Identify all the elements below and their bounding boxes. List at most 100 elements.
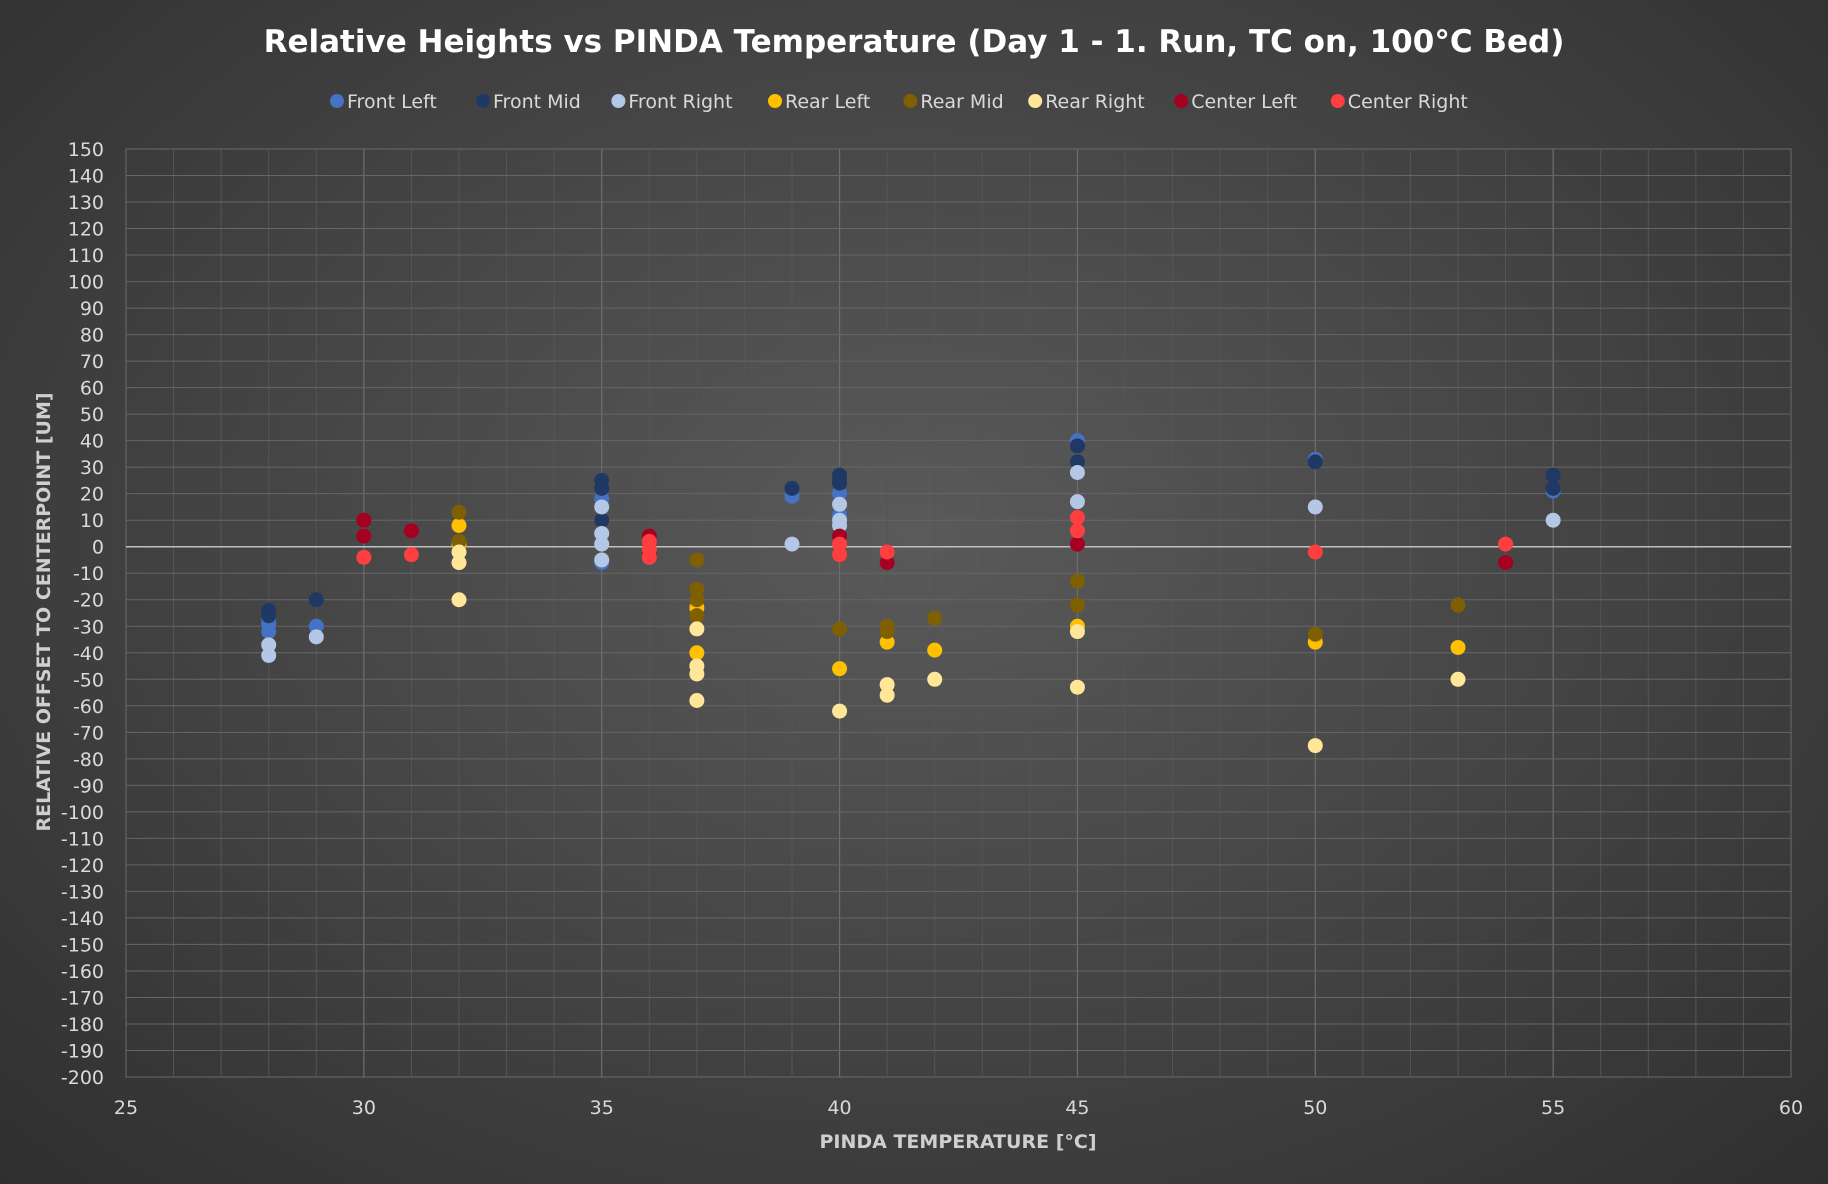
data-point xyxy=(1069,523,1085,539)
data-point xyxy=(1498,536,1514,552)
legend-marker xyxy=(768,94,782,108)
y-tick-label: 0 xyxy=(92,537,104,559)
y-tick-label: 90 xyxy=(80,298,104,320)
data-point xyxy=(832,621,848,637)
legend-marker xyxy=(1174,94,1189,108)
data-point xyxy=(1545,512,1561,528)
data-point xyxy=(1069,597,1085,613)
data-point xyxy=(1069,573,1085,589)
x-tick-label: 55 xyxy=(1541,1097,1565,1119)
data-point xyxy=(927,642,943,658)
data-point xyxy=(1307,499,1323,515)
minor-gridlines xyxy=(173,149,1744,1077)
data-point xyxy=(832,475,848,491)
data-point xyxy=(832,496,848,512)
y-tick-label: -150 xyxy=(61,934,104,956)
data-point xyxy=(832,661,848,677)
legend-item: Front Mid xyxy=(476,91,581,113)
x-tick-label: 50 xyxy=(1303,1097,1327,1119)
y-tick-label: -40 xyxy=(73,643,104,665)
x-tick-label: 25 xyxy=(114,1097,138,1119)
x-axis-label: PINDA TEMPERATURE [°C] xyxy=(819,1131,1096,1153)
legend-marker xyxy=(330,94,344,108)
y-tick-label: 120 xyxy=(68,219,104,241)
y-tick-label: 110 xyxy=(68,245,104,267)
legend-label: Rear Right xyxy=(1045,91,1145,113)
y-tick-label: -100 xyxy=(61,802,104,824)
legend-label: Front Left xyxy=(347,91,437,113)
data-point xyxy=(689,581,705,597)
data-point xyxy=(879,677,895,693)
chart-title: Relative Heights vs PINDA Temperature (D… xyxy=(264,24,1565,60)
y-tick-label: -120 xyxy=(61,855,104,877)
legend-marker xyxy=(1330,94,1345,108)
data-point xyxy=(308,629,324,645)
data-point xyxy=(403,523,419,539)
data-point xyxy=(261,608,277,624)
data-point xyxy=(784,480,800,496)
data-points xyxy=(261,433,1561,754)
x-tick-label: 40 xyxy=(827,1097,851,1119)
legend-item: Rear Left xyxy=(768,91,870,113)
data-point xyxy=(261,647,277,663)
data-point xyxy=(594,552,610,568)
y-tick-label: -30 xyxy=(73,616,104,638)
data-point xyxy=(879,634,895,650)
data-point xyxy=(832,536,848,552)
data-point xyxy=(356,528,372,544)
data-point xyxy=(927,610,943,626)
series-center-right xyxy=(356,510,1514,565)
series-rear-right xyxy=(451,544,1466,754)
y-tick-label: -60 xyxy=(73,696,104,718)
y-tick-label: 80 xyxy=(80,325,104,347)
data-point xyxy=(1069,679,1085,695)
y-tick-label: -90 xyxy=(73,775,104,797)
legend: Front Left Front Mid Front Right Rear Left R… xyxy=(330,91,1468,113)
data-point xyxy=(451,504,467,520)
data-point xyxy=(689,608,705,624)
data-point xyxy=(356,512,372,528)
data-point xyxy=(1307,454,1323,470)
legend-item: Rear Mid xyxy=(903,91,1004,113)
data-point xyxy=(1450,639,1466,655)
major-gridlines xyxy=(126,149,1791,1077)
plot-area xyxy=(125,148,1792,1078)
legend-item: Front Right xyxy=(611,91,733,113)
y-tick-label: -10 xyxy=(73,563,104,585)
data-point xyxy=(784,536,800,552)
data-point xyxy=(879,544,895,560)
y-tick-label: -170 xyxy=(61,987,104,1009)
data-point xyxy=(1307,544,1323,560)
data-point xyxy=(451,518,467,534)
data-point xyxy=(1450,671,1466,687)
data-point xyxy=(594,525,610,541)
data-point xyxy=(832,518,848,534)
y-tick-label: -190 xyxy=(61,1040,104,1062)
data-point xyxy=(879,555,895,571)
y-tick-label: 40 xyxy=(80,431,104,453)
data-point xyxy=(451,555,467,571)
data-point xyxy=(927,671,943,687)
y-tick-label: 70 xyxy=(80,351,104,373)
data-point xyxy=(403,547,419,563)
data-point xyxy=(451,544,467,560)
legend-item: Rear Right xyxy=(1028,91,1145,113)
data-point xyxy=(1307,738,1323,754)
data-point xyxy=(594,512,610,528)
data-point xyxy=(1069,624,1085,640)
legend-item: Front Left xyxy=(330,91,437,113)
y-tick-label: -160 xyxy=(61,961,104,983)
data-point xyxy=(879,687,895,703)
data-point xyxy=(261,637,277,653)
y-tick-label: 30 xyxy=(80,457,104,479)
y-tick-label: -80 xyxy=(73,749,104,771)
legend-label: Center Right xyxy=(1348,91,1468,113)
y-tick-label: 50 xyxy=(80,404,104,426)
series-rear-mid xyxy=(451,504,1466,642)
data-point xyxy=(689,645,705,661)
y-tick-label: 130 xyxy=(68,192,104,214)
legend-marker xyxy=(903,94,918,108)
data-point xyxy=(594,499,610,515)
data-point xyxy=(832,703,848,719)
